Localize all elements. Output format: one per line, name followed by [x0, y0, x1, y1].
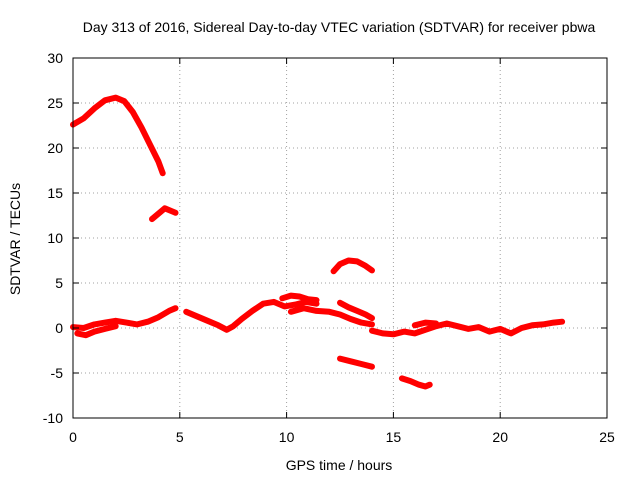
plot-frame	[72, 57, 608, 419]
x-tick-label: 10	[279, 429, 295, 445]
y-tick-label: 5	[55, 275, 63, 291]
satellite-arc-5	[337, 355, 375, 370]
x-tick-label: 0	[69, 429, 77, 445]
x-tick-label: 5	[176, 429, 184, 445]
data-series	[70, 94, 566, 390]
satellite-arc-7	[70, 305, 179, 331]
satellite-arc-10	[279, 292, 320, 304]
x-tick-label: 15	[386, 429, 402, 445]
x-axis-label: GPS time / hours	[286, 457, 393, 473]
satellite-arc-8	[74, 323, 119, 339]
y-tick-label: 10	[47, 230, 63, 246]
satellite-arc-1	[70, 94, 166, 177]
chart-title: Day 313 of 2016, Sidereal Day-to-day VTE…	[83, 19, 596, 35]
satellite-arc-13	[411, 319, 440, 329]
satellite-arc-4	[337, 299, 375, 322]
y-axis-label: SDTVAR / TECUs	[7, 183, 23, 295]
satellite-arc-3	[330, 257, 375, 275]
y-tick-label: 0	[55, 320, 63, 336]
y-tick-label: 25	[47, 95, 63, 111]
satellite-arc-6	[398, 375, 433, 390]
y-tick-label: 15	[47, 185, 63, 201]
y-tick-label: -5	[51, 365, 64, 381]
x-tick-label: 20	[492, 429, 508, 445]
x-tick-label: 25	[599, 429, 615, 445]
satellite-arc-9	[183, 298, 320, 333]
y-tick-label: -10	[43, 410, 63, 426]
satellite-arc-2	[149, 205, 179, 223]
y-tick-label: 20	[47, 140, 63, 156]
satellite-arc-12	[369, 318, 566, 338]
satellite-arc-11	[287, 305, 375, 328]
y-tick-label: 30	[47, 50, 63, 66]
